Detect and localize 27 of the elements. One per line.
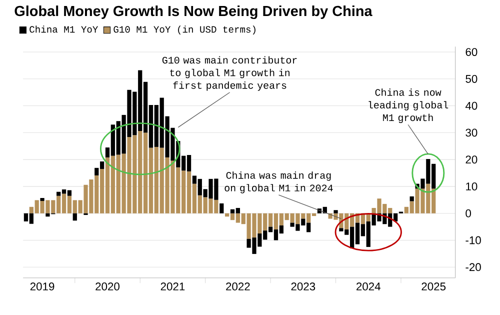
legend-label: China M1 YoY [30, 25, 98, 33]
x-tick-label: 2025 [422, 282, 446, 290]
x-tick-label: 2021 [160, 282, 185, 290]
y-tick-label: 30 [466, 128, 478, 136]
y-tick-label: 50 [466, 74, 478, 83]
x-tick-label: 2020 [96, 282, 120, 290]
annotation: China was main drag on global M1 in 2024 [224, 171, 333, 194]
y-tick-label: 20 [466, 155, 478, 164]
x-tick-label: 2023 [291, 282, 316, 290]
annotation: China is now leading global M1 growth [368, 88, 448, 123]
chart-title: Global Money Growth Is Now Being Driven by China [14, 5, 372, 19]
bar [334, 210, 338, 214]
bar [410, 196, 414, 202]
bar [72, 213, 77, 220]
y-tick-label: -20 [466, 263, 481, 271]
y-tick-label: -10 [466, 236, 481, 244]
bar [40, 198, 44, 201]
y-tick-label: 0 [466, 209, 471, 218]
x-tick-label: 2019 [30, 282, 54, 290]
x-tick-label: 2024 [356, 282, 380, 290]
legend-label: G10 M1 YoY (in USD terms) [114, 25, 256, 34]
annotation: G10 was main contributor to global M1 growth in first pandemic years [162, 56, 297, 91]
x-tick-label: 2022 [226, 282, 250, 290]
y-tick-label: 60 [466, 48, 478, 56]
y-tick-label: 10 [466, 182, 478, 190]
y-tick-label: 40 [465, 102, 478, 110]
bar [220, 203, 224, 214]
